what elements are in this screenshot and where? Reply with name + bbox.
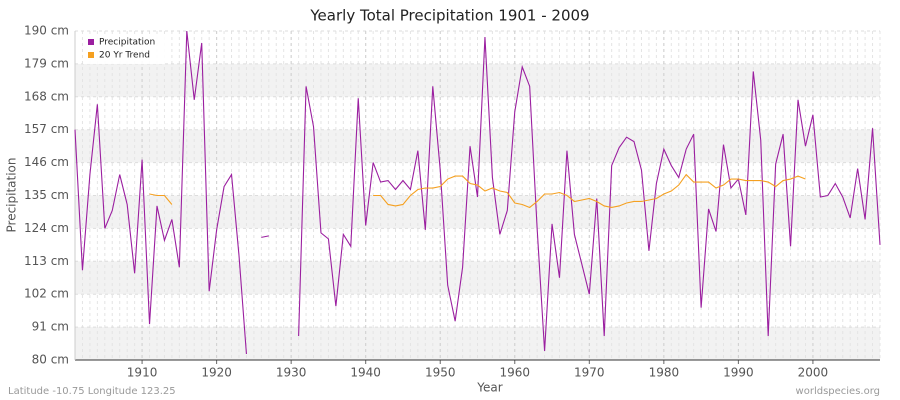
chart-title: Yearly Total Precipitation 1901 - 2009 — [309, 7, 589, 25]
y-tick-label: 80 cm — [32, 353, 69, 367]
series-line — [74, 30, 881, 355]
x-tick-label: 1990 — [723, 366, 754, 380]
legend-swatch — [88, 39, 94, 45]
x-tick-label: 1930 — [276, 366, 307, 380]
y-tick-label: 102 cm — [24, 287, 69, 301]
x-tick-label: 1950 — [425, 366, 456, 380]
y-tick-label: 179 cm — [24, 56, 69, 70]
y-axis-label: Precipitation — [5, 157, 19, 232]
x-axis-label: Year — [476, 381, 502, 395]
y-tick-label: 157 cm — [24, 122, 69, 136]
y-tick-label: 135 cm — [24, 188, 69, 202]
y-tick-label: 168 cm — [24, 89, 69, 103]
y-tick-label: 146 cm — [24, 155, 69, 169]
legend-label: Precipitation — [99, 38, 155, 48]
y-tick-label: 124 cm — [24, 221, 69, 235]
x-tick-label: 1920 — [201, 366, 232, 380]
plot-area — [74, 31, 881, 360]
x-tick-label: 1970 — [574, 366, 605, 380]
series-line — [149, 173, 806, 209]
footer-right: worldspecies.org — [796, 386, 880, 397]
x-tick-label: 1980 — [649, 366, 680, 380]
y-tick-label: 113 cm — [24, 254, 69, 268]
legend-swatch — [88, 52, 94, 58]
y-tick-label: 190 cm — [24, 24, 69, 38]
y-tick-label: 91 cm — [32, 320, 69, 334]
x-tick-label: 1960 — [499, 366, 530, 380]
x-tick-label: 1940 — [350, 366, 381, 380]
legend-box — [83, 34, 165, 64]
x-tick-label: 2000 — [798, 366, 829, 380]
x-tick-label: 1910 — [127, 366, 158, 380]
footer-left: Latitude -10.75 Longitude 123.25 — [8, 386, 176, 397]
legend-label: 20 Yr Trend — [99, 51, 150, 61]
